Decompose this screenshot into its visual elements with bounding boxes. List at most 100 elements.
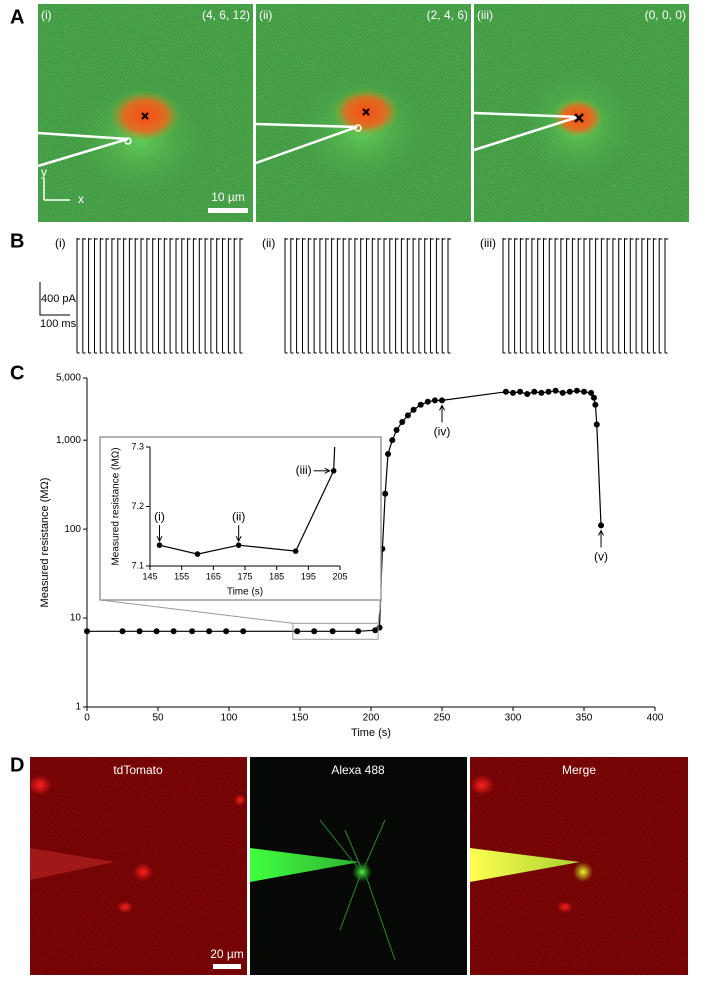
x-tick-label: 195 xyxy=(301,571,316,581)
data-point xyxy=(153,628,160,635)
data-point xyxy=(355,628,362,635)
data-point xyxy=(524,391,531,398)
annotation-arrowhead xyxy=(324,467,331,474)
data-point xyxy=(552,387,559,394)
y-axis-label: Measured resistance (MΩ) xyxy=(39,478,51,608)
data-point xyxy=(417,401,424,408)
data-point xyxy=(581,388,587,395)
x-tick-label: 400 xyxy=(647,713,664,724)
y-tick-label: 100 xyxy=(64,524,81,535)
data-point xyxy=(311,628,318,635)
annotation-arrowhead xyxy=(235,535,242,543)
trace-label: (i) xyxy=(55,236,66,250)
chart: 0 50 100 150 200 250 300 350 400 1 10 100 1,000 5,000… xyxy=(39,373,664,739)
scale-bar-label: 20 µm xyxy=(210,947,244,961)
data-point xyxy=(194,551,201,557)
annotation: (i) xyxy=(154,509,165,523)
x-tick-label: 145 xyxy=(142,571,157,581)
y-tick-label: 1,000 xyxy=(56,435,81,446)
x-tick-label: 350 xyxy=(576,713,593,724)
trace xyxy=(284,238,452,354)
x-tick-label: 100 xyxy=(221,713,238,724)
image-label: Merge xyxy=(562,763,596,777)
annotation: (v) xyxy=(594,550,608,564)
x-tick-label: 250 xyxy=(434,713,451,724)
image-coords: (0, 0, 0) xyxy=(645,8,686,22)
data-point xyxy=(393,427,400,434)
image-a1 xyxy=(37,4,253,222)
traces xyxy=(76,238,669,354)
zoom-box xyxy=(292,622,379,640)
data-point xyxy=(223,628,230,635)
x-axis-label: Time (s) xyxy=(351,727,391,739)
x-tick-label: 185 xyxy=(269,571,284,581)
data-point xyxy=(566,388,573,395)
data-point xyxy=(389,437,396,444)
panel-letter: B xyxy=(10,230,24,252)
data-point xyxy=(590,394,597,401)
x-tick-label: 165 xyxy=(206,571,221,581)
data-point xyxy=(593,421,600,428)
data-point xyxy=(538,389,545,396)
annotation: (iii) xyxy=(296,463,312,477)
data-point xyxy=(517,388,524,395)
scale-bar xyxy=(39,282,70,316)
y-tick-label: 7.2 xyxy=(131,501,144,511)
panel-letter: A xyxy=(10,6,24,28)
panel-letter: C xyxy=(10,362,24,384)
line-continuation xyxy=(333,446,336,471)
x-tick-label: 175 xyxy=(237,571,252,581)
data-point xyxy=(240,628,247,635)
data-point xyxy=(385,450,392,457)
data-point xyxy=(559,389,566,396)
annotation: (iv) xyxy=(434,425,451,439)
data-point xyxy=(84,628,90,635)
image-label: (ii) xyxy=(259,8,272,22)
data-point xyxy=(502,388,509,395)
data-point xyxy=(292,548,299,554)
data-point xyxy=(510,389,516,396)
data-point xyxy=(119,628,126,635)
image-label: tdTomato xyxy=(113,763,163,777)
data-point xyxy=(424,398,431,405)
scale-label: 100 ms xyxy=(40,318,77,330)
y-tick-label: 5,000 xyxy=(56,373,81,384)
x-tick-label: 150 xyxy=(292,713,309,724)
data-point xyxy=(439,397,445,404)
data-point xyxy=(588,389,595,396)
annotation-arrowhead xyxy=(598,529,604,536)
x-tick-label: 205 xyxy=(332,571,347,581)
image-a2 xyxy=(255,4,471,222)
data-point xyxy=(382,490,389,497)
axis-label: y xyxy=(41,165,47,179)
scale-label: 400 pA xyxy=(41,293,77,305)
data-point xyxy=(431,397,438,404)
x-tick-label: 50 xyxy=(152,713,164,724)
data-point xyxy=(156,542,163,548)
x-tick-label: 300 xyxy=(505,713,522,724)
data-point xyxy=(206,628,213,635)
data-point xyxy=(170,628,177,635)
data-point xyxy=(376,624,383,631)
zoom-connector xyxy=(377,599,382,624)
data-point xyxy=(294,628,301,635)
image-d2 xyxy=(250,757,467,975)
y-tick-label: 1 xyxy=(75,702,81,713)
trace xyxy=(76,238,244,354)
x-axis-label: Time (s) xyxy=(227,587,263,598)
data-point xyxy=(189,628,196,635)
image-a3 xyxy=(473,4,689,222)
data-point xyxy=(573,387,580,394)
data-point xyxy=(598,522,605,529)
data-point xyxy=(136,628,143,635)
y-tick-label: 7.3 xyxy=(131,441,144,451)
data-point xyxy=(531,388,538,395)
scale-bar-label: 10 µm xyxy=(211,190,245,204)
image-d3 xyxy=(470,757,688,975)
x-tick-label: 155 xyxy=(174,571,189,581)
image-label: (iii) xyxy=(477,8,493,22)
annotation-arrowhead xyxy=(439,404,445,411)
data-point xyxy=(235,542,242,548)
data-point xyxy=(404,412,411,419)
